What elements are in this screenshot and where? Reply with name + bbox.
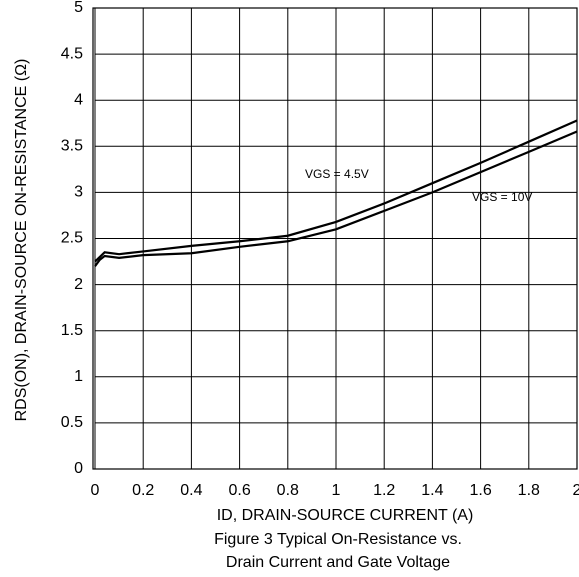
y-tick-label: 3 (74, 184, 83, 201)
x-tick-label: 0.4 (180, 482, 202, 499)
x-tick-label: 1.8 (518, 482, 540, 499)
y-tick-label: 4.5 (61, 45, 83, 62)
y-tick-label: 0 (74, 460, 83, 477)
x-tick-label: 0.2 (132, 482, 154, 499)
y-axis-label: RDS(ON), DRAIN-SOURCE ON-RESISTANCE (Ω) (13, 59, 30, 422)
x-tick-label: 1 (332, 482, 341, 499)
x-tick-label: 0.6 (228, 482, 250, 499)
caption-line: Figure 3 Typical On-Resistance vs. (214, 531, 462, 548)
series-line (94, 130, 578, 267)
x-tick-label: 0.8 (277, 482, 299, 499)
y-tick-label: 2 (74, 276, 83, 293)
y-tick-label: 2.5 (61, 230, 83, 247)
x-tick-label: 1.6 (469, 482, 491, 499)
x-tick-label: 1.4 (421, 482, 443, 499)
y-tick-label: 1.5 (61, 322, 83, 339)
series-label: VGS = 4.5V (305, 167, 369, 181)
x-tick-label: 2 (573, 482, 579, 499)
y-tick-label: 3.5 (61, 138, 83, 155)
caption-line: Drain Current and Gate Voltage (226, 554, 450, 571)
plot-frame (92, 7, 578, 470)
x-tick-label: 0 (91, 482, 100, 499)
y-tick-label: 5 (74, 0, 83, 16)
series-label: VGS = 10V (472, 190, 532, 204)
y-tick-label: 0.5 (61, 414, 83, 431)
y-tick-label: 1 (74, 368, 83, 385)
series-line (94, 119, 578, 263)
y-tick-label: 4 (74, 91, 83, 108)
x-axis-label: ID, DRAIN-SOURCE CURRENT (A) (217, 507, 474, 524)
x-tick-label: 1.2 (373, 482, 395, 499)
